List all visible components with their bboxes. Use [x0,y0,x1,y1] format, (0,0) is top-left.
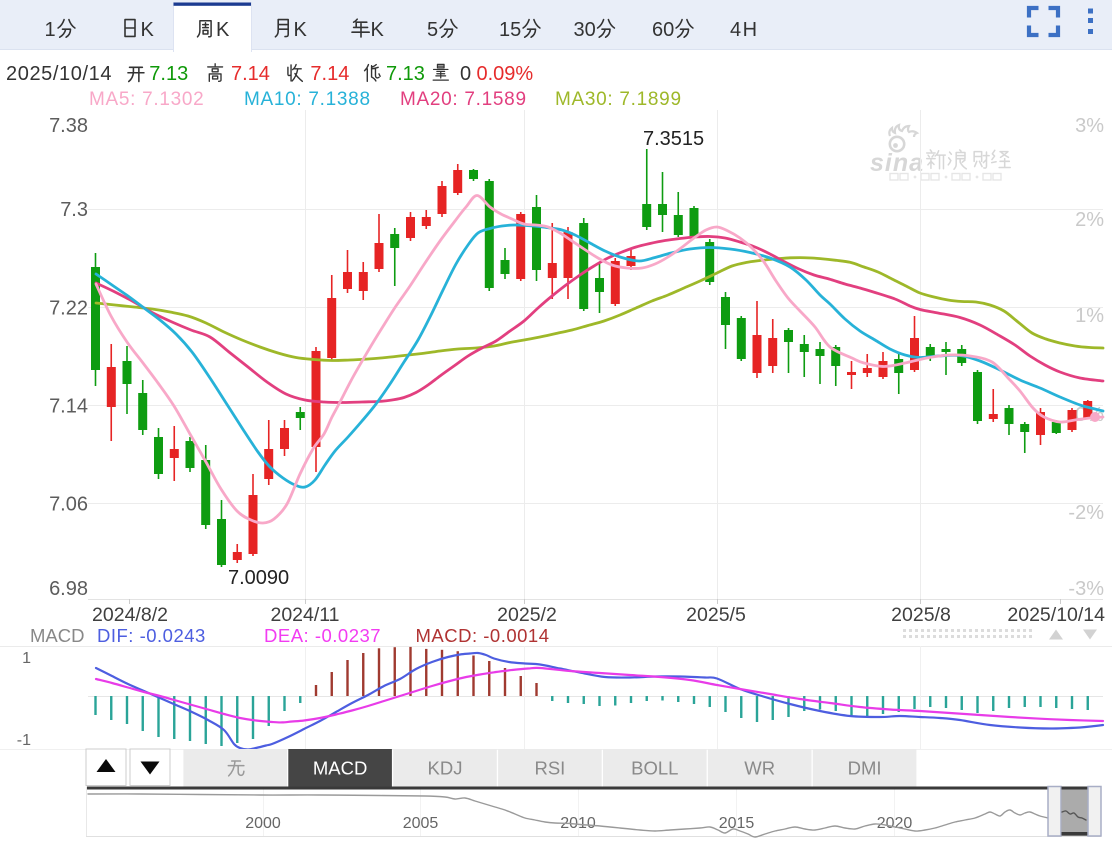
svg-text:KDJ: KDJ [428,758,463,779]
svg-text:6.98: 6.98 [49,578,88,600]
svg-text:2%: 2% [1075,209,1104,231]
svg-text:2025/2: 2025/2 [497,604,557,626]
svg-text:MACD: -0.0014: MACD: -0.0014 [416,625,550,646]
svg-text:MACD: MACD [313,758,367,779]
svg-text:K: K [141,19,155,41]
svg-text:7.3515: 7.3515 [643,128,704,150]
svg-text:DIF: -0.0243: DIF: -0.0243 [97,625,206,646]
svg-text:7.3: 7.3 [60,199,88,221]
svg-text:DMI: DMI [848,758,882,779]
svg-text:2025/5: 2025/5 [686,604,746,626]
svg-text:7.06: 7.06 [49,494,88,516]
svg-text:-3%: -3% [1068,578,1104,600]
svg-text:7.13: 7.13 [386,63,425,85]
svg-text:5: 5 [427,19,438,41]
svg-text:4H: 4H [730,19,759,41]
svg-text:-2%: -2% [1068,502,1104,524]
svg-text:30: 30 [574,19,596,41]
svg-text:K: K [294,19,308,41]
svg-text:2015: 2015 [719,815,755,832]
svg-text:2020: 2020 [877,815,913,832]
svg-text:7.14: 7.14 [310,63,349,85]
svg-text:1%: 1% [1075,305,1104,327]
svg-text:2000: 2000 [245,815,281,832]
svg-text:2025/8: 2025/8 [891,604,951,626]
svg-text:1: 1 [45,19,56,41]
svg-text:1: 1 [22,650,31,667]
svg-text:7.13: 7.13 [149,63,188,85]
svg-text:sina: sina [870,149,924,177]
svg-text:MA10: 7.1388: MA10: 7.1388 [244,89,371,110]
svg-text:2010: 2010 [560,815,596,832]
svg-text:2024/8/2: 2024/8/2 [92,604,168,626]
svg-text:2025/10/14: 2025/10/14 [1007,604,1105,626]
svg-text:DEA: -0.0237: DEA: -0.0237 [264,625,381,646]
svg-text:BOLL: BOLL [631,758,678,779]
svg-text:7.14: 7.14 [49,396,88,418]
svg-text:WR: WR [744,758,775,779]
svg-text:-1: -1 [17,732,31,749]
svg-text:7.14: 7.14 [231,63,270,85]
svg-text:MA20: 7.1589: MA20: 7.1589 [400,89,527,110]
svg-text:15: 15 [499,19,521,41]
svg-text:K: K [371,19,385,41]
svg-text:7.38: 7.38 [49,115,88,137]
svg-text:RSI: RSI [534,758,565,779]
svg-text:0.09%: 0.09% [477,63,534,85]
svg-text:60: 60 [652,19,674,41]
svg-text:K: K [216,19,230,41]
svg-text:MACD: MACD [30,625,84,646]
svg-text:MA5: 7.1302: MA5: 7.1302 [89,89,204,110]
svg-text:2025/10/14: 2025/10/14 [6,63,112,85]
svg-text:0: 0 [460,63,471,85]
svg-text:7.0090: 7.0090 [228,567,289,589]
svg-text:3%: 3% [1075,115,1104,137]
svg-text:2024/11: 2024/11 [270,604,339,626]
svg-text:7.22: 7.22 [49,298,88,320]
svg-text:MA30: 7.1899: MA30: 7.1899 [555,89,682,110]
svg-text:2005: 2005 [403,815,439,832]
